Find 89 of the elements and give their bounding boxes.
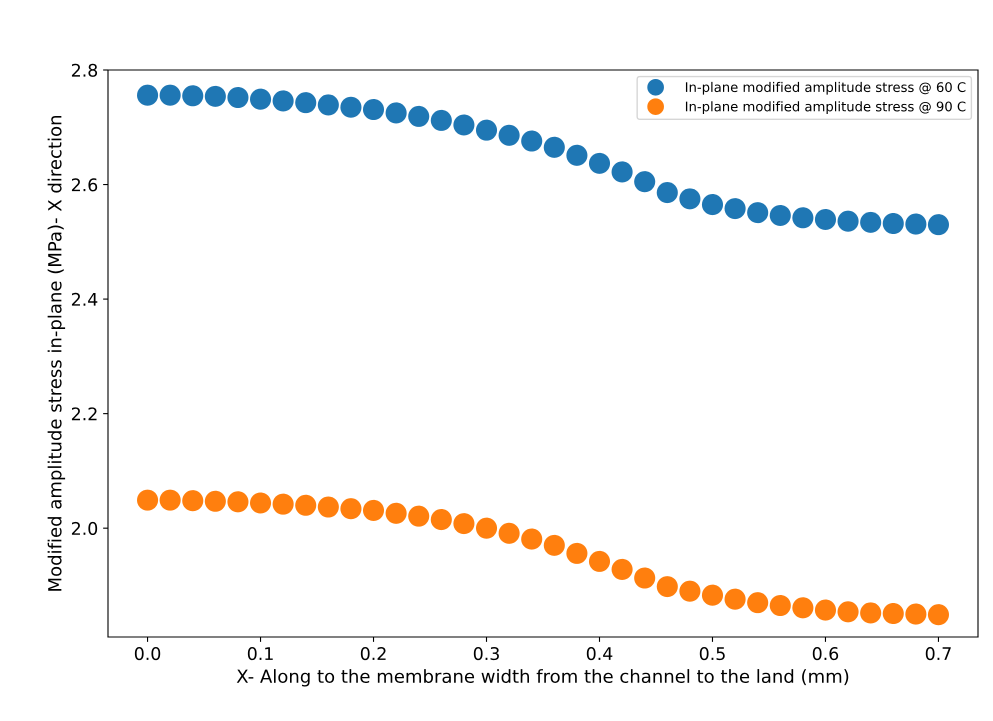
point [362, 500, 384, 521]
point [227, 491, 248, 512]
point [476, 518, 498, 539]
point [882, 602, 904, 624]
y-tick-label: 2.8 [72, 64, 98, 77]
point [814, 600, 836, 621]
point [747, 592, 768, 614]
point [250, 492, 272, 514]
point [521, 528, 542, 550]
y-tick-label: 2.4 [72, 292, 98, 306]
point [272, 90, 294, 112]
point [160, 84, 181, 106]
point [498, 124, 520, 146]
point [656, 182, 678, 204]
point [905, 214, 926, 235]
point [182, 490, 204, 512]
x-tick-label: 0.5 [700, 647, 725, 660]
point [408, 506, 430, 527]
point [318, 94, 339, 116]
legend-label: In-plane modified amplitude stress @ 60 C [686, 82, 966, 95]
point [318, 496, 339, 518]
point [204, 86, 226, 107]
point [295, 494, 316, 516]
point [386, 502, 407, 524]
point [838, 601, 859, 622]
legend-label: In-plane modified amplitude stress @ 90 C [686, 101, 966, 114]
point [362, 98, 384, 120]
point [612, 558, 633, 580]
point [679, 580, 700, 602]
point [679, 188, 700, 210]
x-tick-label: 0.7 [926, 647, 951, 660]
point [137, 84, 158, 106]
point [860, 212, 882, 233]
point [882, 212, 904, 234]
point [498, 522, 520, 544]
point [928, 214, 949, 236]
y-tick-label: 2.2 [72, 407, 97, 420]
point [770, 204, 791, 226]
point [702, 584, 724, 606]
point [227, 86, 248, 108]
point [544, 136, 565, 158]
point [724, 588, 746, 610]
point [838, 210, 859, 232]
point [430, 110, 452, 131]
point [340, 96, 362, 118]
point [702, 194, 724, 216]
point [453, 513, 474, 534]
point [656, 576, 678, 598]
x-tick-label: 0.4 [586, 647, 612, 660]
point [340, 498, 362, 520]
x-tick-label: 0.0 [134, 647, 160, 660]
point [634, 171, 656, 192]
x-tick-label: 0.2 [360, 647, 386, 660]
point [612, 161, 633, 182]
point [724, 198, 746, 220]
point [792, 597, 814, 618]
point [476, 120, 498, 141]
point [250, 88, 272, 110]
x-tick-label: 0.3 [474, 647, 499, 660]
point [182, 85, 204, 106]
x-axis-title: X- Along to the membrane width from the channel to the land (mm) [236, 669, 848, 687]
point [160, 490, 181, 511]
point [544, 534, 565, 556]
x-tick-label: 0.1 [248, 647, 273, 660]
point [386, 102, 407, 124]
point [588, 550, 610, 572]
y-tick-label: 2.6 [72, 178, 98, 192]
point [747, 202, 768, 224]
point [566, 542, 588, 564]
point [295, 92, 316, 114]
point [814, 208, 836, 230]
x-tick-label: 0.6 [812, 647, 838, 660]
point [430, 509, 452, 530]
point [566, 144, 588, 166]
point [770, 594, 791, 616]
point [204, 490, 226, 512]
point [860, 602, 882, 624]
point [272, 494, 294, 515]
point [521, 130, 542, 152]
point [137, 490, 158, 511]
y-axis-title: Modified amplitude stress in-plane (MPa)- X direction [48, 116, 66, 591]
point [408, 106, 430, 127]
y-tick-label: 2.0 [72, 522, 98, 536]
point [792, 207, 814, 228]
point [588, 152, 610, 174]
point [453, 114, 474, 136]
point [905, 604, 926, 625]
point [634, 567, 656, 589]
point [928, 604, 949, 626]
